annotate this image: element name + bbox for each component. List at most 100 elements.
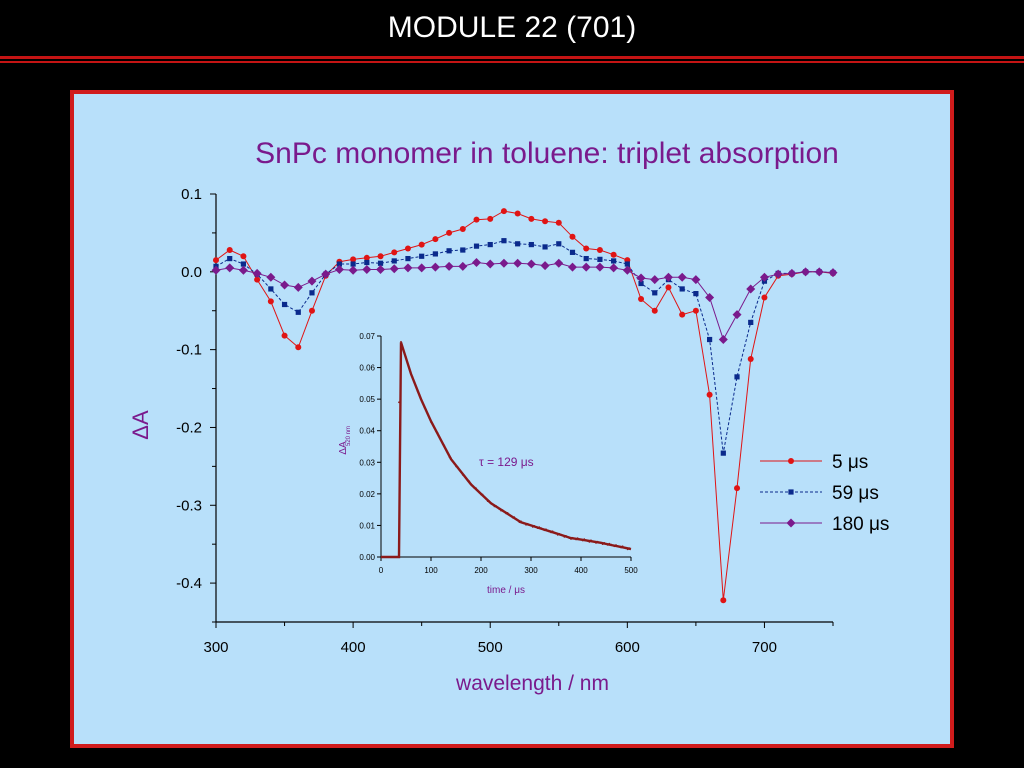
inset-noise-point — [408, 368, 411, 370]
series-2 — [213, 238, 836, 456]
data-point — [665, 284, 672, 291]
inset-noise-point — [488, 500, 491, 502]
inset-noise-point — [620, 546, 622, 549]
data-point — [748, 319, 754, 325]
data-point — [679, 311, 686, 318]
data-point — [814, 267, 824, 277]
inset-noise-point — [480, 493, 482, 496]
data-point — [321, 269, 331, 279]
series-3 — [211, 257, 838, 345]
inset-noise-point — [450, 457, 452, 459]
data-point — [734, 374, 740, 380]
inset-noise-point — [491, 503, 494, 506]
inset-noise-point — [451, 460, 454, 462]
inset-noise-point — [613, 545, 616, 548]
data-point — [801, 267, 811, 277]
inset-noise-point — [405, 356, 407, 358]
inset-noise-point — [506, 512, 509, 514]
y-tick-label: -0.3 — [176, 497, 202, 514]
inset-noise-point — [621, 545, 624, 548]
inset-noise-point — [541, 528, 544, 530]
inset-noise-point — [401, 346, 404, 349]
inset-noise-point — [593, 541, 596, 543]
inset-noise-point — [628, 547, 631, 549]
inset-noise-point — [473, 487, 476, 490]
inset-noise-point — [433, 426, 436, 429]
inset-y-axis-label: ΔA — [338, 441, 349, 455]
y-tick-label: 0.0 — [181, 264, 202, 281]
inset-noise-point — [458, 468, 461, 471]
data-point — [391, 258, 397, 264]
data-point — [540, 261, 550, 271]
inset-noise-point — [553, 531, 556, 534]
data-point — [295, 344, 302, 351]
inset-noise-point — [560, 533, 562, 536]
inset-noise-point — [430, 421, 432, 424]
inset-noise-point — [531, 526, 534, 528]
data-point — [377, 260, 384, 266]
inset-noise-point — [536, 527, 539, 530]
data-point — [432, 251, 438, 257]
data-point — [732, 310, 742, 320]
legend-label: 5 μs — [832, 452, 868, 473]
inset-noise-point — [428, 417, 431, 420]
data-point — [334, 264, 344, 274]
inset-noise-point — [576, 537, 579, 539]
inset-noise-point — [580, 538, 582, 541]
inset-noise-point — [403, 352, 406, 355]
data-point — [569, 233, 576, 240]
data-point — [473, 243, 480, 249]
inset-noise-point — [595, 542, 597, 544]
data-point — [650, 275, 660, 285]
inset-noise-point — [478, 491, 481, 494]
x-axis-label: wavelength / nm — [455, 672, 609, 695]
inset-noise-point — [471, 485, 474, 487]
y-tick-label: -0.1 — [176, 342, 202, 359]
legend-marker — [788, 489, 794, 495]
inset-noise-point — [410, 373, 412, 376]
data-point — [309, 290, 315, 296]
inset-noise-point — [423, 406, 426, 409]
data-point — [308, 307, 315, 314]
inset-noise-point — [490, 502, 492, 504]
inset-noise-point — [565, 534, 567, 537]
data-point — [692, 307, 699, 314]
inset-noise-point — [446, 452, 449, 454]
inset-noise-point — [483, 495, 486, 498]
inset-noise-point — [435, 430, 437, 433]
inset-noise-point — [513, 516, 516, 518]
inset-noise-point — [535, 526, 537, 528]
inset-noise-point — [525, 524, 527, 526]
inset-noise-point — [441, 443, 444, 445]
data-point — [569, 249, 576, 255]
inset-noise-point — [571, 536, 574, 539]
inset-noise-point — [456, 466, 459, 468]
data-point — [458, 261, 468, 271]
x-tick-label: 400 — [341, 639, 366, 656]
inset-noise-point — [443, 444, 446, 447]
data-point — [651, 307, 658, 314]
inset-y-tick-label: 0.05 — [359, 395, 375, 404]
data-point — [211, 265, 221, 275]
data-point — [515, 241, 521, 247]
data-point — [252, 268, 262, 278]
inset-y-axis-subscript: 520 nm — [346, 426, 352, 446]
inset-noise-point — [573, 537, 576, 540]
inset-noise-point — [436, 432, 439, 434]
series-line — [215, 210, 834, 601]
inset-noise-point — [481, 493, 484, 496]
inset-noise-point — [616, 545, 619, 547]
inset-noise-point — [411, 376, 414, 378]
data-point — [446, 248, 452, 254]
inset-noise-point — [521, 521, 524, 524]
inset-x-tick-label: 400 — [574, 566, 588, 575]
inset-noise-point — [470, 482, 472, 485]
data-point — [268, 286, 274, 292]
data-point — [759, 272, 769, 282]
data-point — [611, 258, 617, 264]
inset-noise-point — [575, 538, 577, 541]
data-point — [513, 258, 523, 268]
y-tick-label: -0.4 — [176, 575, 202, 592]
inset-noise-point — [500, 509, 502, 512]
inset-noise-point — [568, 537, 571, 540]
